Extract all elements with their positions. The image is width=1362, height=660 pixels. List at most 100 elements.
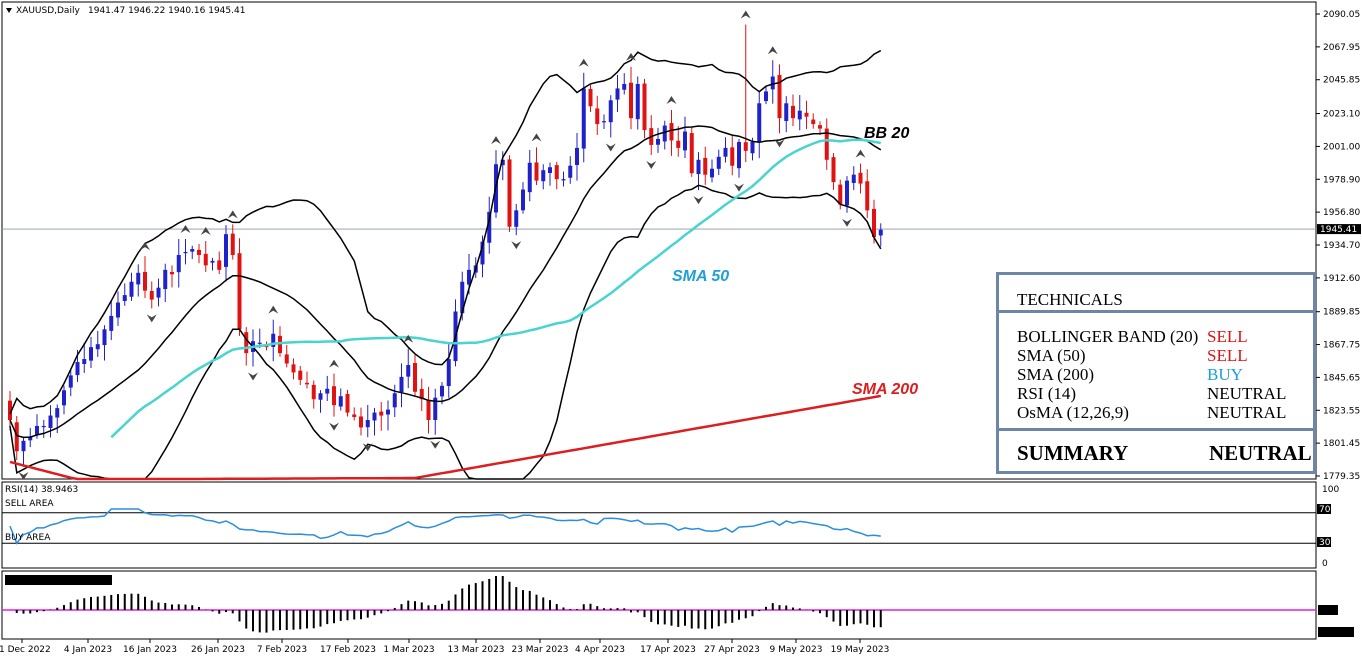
price-tick-label: 1867.75 [1323,341,1360,351]
current-price-badge [1317,224,1361,235]
indicator-signal: SELL [1207,327,1248,346]
candle-body [14,422,19,452]
candle-body [595,108,600,125]
candle-body [710,168,714,178]
fractal-up-icon [578,58,589,67]
rsi-level-30: 30 [1319,538,1331,548]
technicals-title: TECHNICALS [999,275,1313,313]
main-panel-frame [1,1,1317,480]
indicator-name: SMA (200) [1017,365,1094,384]
date-tick-label: 17 Apr 2023 [640,645,696,655]
candle-body [291,364,296,373]
date-tick-label: 26 Jan 2023 [191,645,245,655]
candle-body [635,83,640,120]
fractal-up-icon [200,227,211,236]
price-tick-label: 1978.90 [1323,175,1360,185]
price-tick-label: 2001.00 [1323,142,1360,152]
technicals-row: SMA (50) SELL [1017,346,1313,365]
candle-body [325,388,330,394]
osma-value-badge [1318,605,1338,615]
candle-body [386,409,390,415]
rsi-line [9,508,881,545]
candle-body [365,420,370,428]
candle-body [831,157,836,183]
candle-body [615,88,620,100]
candle-body [413,363,417,392]
candle-body [210,260,215,263]
candle-body [170,272,174,275]
date-tick-label: 4 Jan 2023 [64,645,112,655]
menu-triangle-icon[interactable] [6,8,12,13]
price-tick-label: 1845.65 [1323,373,1360,383]
candle-body [156,287,161,298]
candle-body [858,172,863,184]
date-tick-label: 19 May 2023 [831,645,890,655]
candle-body [743,142,748,151]
candle-body [865,181,870,211]
candle-body [716,156,721,169]
price-tick-label: 2023.10 [1323,110,1360,120]
fractal-up-icon [767,46,778,55]
indicator-name: OsMA (12,26,9) [1017,403,1129,422]
fractal-down-icon [248,372,258,381]
candle-body [750,141,755,154]
candle-body [399,376,404,393]
date-tick-label: 21 Dec 2022 [0,645,51,655]
fractal-down-icon [18,471,29,480]
panel-frames [1,1,1317,640]
candle-body [872,208,876,238]
price-tick-label: 2045.85 [1323,76,1360,86]
candle-body [143,271,147,291]
candle-body [298,370,303,380]
candle-body [203,253,208,266]
candle-body [521,189,525,211]
candle-body [48,415,53,428]
osma-title-block [5,575,112,585]
date-tick-label: 17 Feb 2023 [320,645,376,655]
candle-body [35,425,39,435]
candle-body [224,234,228,267]
candle-body [500,159,505,166]
technicals-panel: TECHNICALS BOLLINGER BAND (20) SELL SMA (… [996,272,1316,474]
indicator-lines [9,49,882,481]
fractal-down-icon [774,139,785,148]
fractal-up-icon [626,52,636,61]
candle-body [426,399,431,421]
price-tick-label: 1801.45 [1323,439,1360,449]
price-tick-label: 1934.70 [1323,241,1360,251]
candle-body [271,333,276,347]
technicals-row: SMA (200) BUY [1017,365,1313,384]
candle-body [8,400,12,421]
fractal-down-icon [605,143,616,152]
candle-body [352,414,357,418]
candle-body [460,281,465,314]
fractal-down-icon [329,422,339,431]
candle-body [554,165,559,180]
summary-label: SUMMARY [1017,441,1129,465]
candle-body [824,128,829,160]
candle-body [487,211,492,243]
candle-body [723,147,728,157]
candle-body [588,88,593,107]
candle-body [669,123,674,141]
fractal-down-icon [430,440,441,449]
candle-body [359,416,363,428]
candle-body [764,91,768,102]
candle-body [284,354,289,364]
candle-body [548,167,552,173]
chart-symbol-label: XAUUSD,Daily [16,6,80,16]
candle-body [21,440,26,452]
chart-ohlc-label: 1941.47 1946.22 1940.16 1945.41 [88,6,245,16]
sma200-label: SMA 200 [852,381,918,398]
candle-body [379,411,384,416]
candle-body [217,260,222,270]
sma50-label: SMA 50 [672,268,729,285]
candle-body [467,269,471,285]
fractal-down-icon [362,443,373,452]
sma200-line [9,394,882,481]
candle-body [433,397,438,421]
rsi-level-100: 100 [1322,485,1339,495]
technicals-summary: SUMMARY NEUTRAL [999,431,1313,466]
current-price-label: 1945.41 [1320,225,1357,235]
candle-body [122,295,127,302]
